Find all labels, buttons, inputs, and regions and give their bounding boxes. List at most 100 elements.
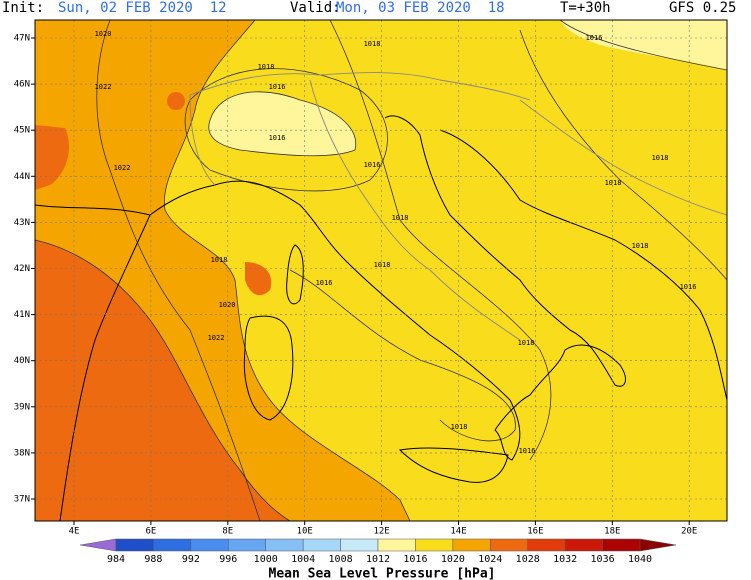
border-line bbox=[189, 94, 216, 186]
lon-label: 16E bbox=[527, 527, 543, 537]
valid-value: Mon, 03 FEB 2020 18 bbox=[336, 0, 505, 16]
colorbar-bin bbox=[153, 538, 192, 552]
contour-label: 1016 bbox=[364, 161, 381, 169]
contour-line bbox=[163, 20, 411, 521]
colorbar-label: 1004 bbox=[291, 554, 315, 565]
colorbar-label: 1012 bbox=[366, 554, 390, 565]
lat-label: 38N bbox=[14, 448, 30, 458]
contour-label: 1022 bbox=[114, 164, 131, 172]
colorbar-label: 1000 bbox=[254, 554, 278, 565]
colorbar-bin bbox=[340, 538, 379, 552]
coastline bbox=[35, 115, 626, 461]
colorbar-label: 1024 bbox=[478, 554, 502, 565]
lon-label: 12E bbox=[373, 527, 389, 537]
contour-label: 1016 bbox=[316, 279, 333, 287]
lat-label: 47N bbox=[14, 34, 30, 44]
colorbar-bin bbox=[452, 538, 491, 552]
colorbar-bin bbox=[377, 538, 416, 552]
colorbar-bin bbox=[302, 538, 341, 552]
colorbar-label: 984 bbox=[107, 554, 125, 565]
border-line bbox=[519, 99, 727, 216]
contour-label: 1020 bbox=[95, 30, 112, 38]
coastline bbox=[398, 447, 509, 483]
colorbar-bin bbox=[265, 538, 304, 552]
lon-label: 18E bbox=[604, 527, 620, 537]
coastline bbox=[243, 315, 294, 421]
contour-label: 1016 bbox=[269, 83, 286, 91]
coastlines bbox=[35, 115, 727, 521]
contour-labels: 1020 1022 1018 1016 1018 1016 1016 1018 1022 1016… bbox=[95, 30, 697, 455]
lat-label: 45N bbox=[14, 126, 30, 136]
field-1012-1016 bbox=[208, 91, 356, 156]
contour-line bbox=[519, 29, 727, 281]
contour-label: 1016 bbox=[680, 283, 697, 291]
field-1012-1016 bbox=[560, 20, 727, 70]
contour-line bbox=[96, 20, 261, 521]
colorbar: Mean Sea Level Pressure [hPa] 984 988 992 9… bbox=[79, 538, 677, 580]
graticule bbox=[35, 20, 727, 521]
colorbar-bin bbox=[564, 538, 603, 552]
colorbar-label: 1032 bbox=[553, 554, 577, 565]
lon-label: 14E bbox=[450, 527, 466, 537]
contour-label: 1018 bbox=[518, 339, 535, 347]
field-1024-1028 bbox=[35, 240, 290, 521]
coastline bbox=[286, 244, 304, 305]
lat-label: 44N bbox=[14, 172, 30, 182]
field-1024-1028 bbox=[245, 262, 272, 296]
init-value: Sun, 02 FEB 2020 12 bbox=[58, 0, 227, 16]
init-label: Init: bbox=[2, 0, 44, 16]
lon-label: 10E bbox=[297, 527, 313, 537]
contour-label: 1018 bbox=[605, 179, 622, 187]
contour-label: 1018 bbox=[451, 423, 468, 431]
contour-label: 1018 bbox=[374, 261, 391, 269]
colorbar-label: 996 bbox=[219, 554, 237, 565]
contour-label: 1016 bbox=[519, 447, 536, 455]
colorbar-label: 1008 bbox=[329, 554, 353, 565]
contour-label: 1016 bbox=[269, 134, 286, 142]
colorbar-label: 1036 bbox=[591, 554, 615, 565]
contour-label: 1018 bbox=[258, 63, 275, 71]
colorbar-bin bbox=[639, 538, 677, 552]
contour-label: 1018 bbox=[652, 154, 669, 162]
axis-labels: 47N 46N 45N 44N 43N 42N 41N 40N 39N 38N 37N 4E 6E 8E 1… bbox=[14, 34, 698, 537]
lat-label: 42N bbox=[14, 264, 30, 274]
contour-label: 1018 bbox=[364, 40, 381, 48]
contour-line bbox=[208, 91, 357, 157]
valid-label: Valid: bbox=[290, 0, 341, 16]
map-frame bbox=[34, 19, 728, 522]
colorbar-label: 1040 bbox=[628, 554, 652, 565]
contour-label: 1022 bbox=[208, 334, 225, 342]
contour-label: 1022 bbox=[95, 83, 112, 91]
field-1024-1028 bbox=[35, 125, 70, 190]
border-line bbox=[189, 72, 531, 101]
colorbar-title: Mean Sea Level Pressure [hPa] bbox=[269, 567, 496, 580]
contour-label: 1018 bbox=[211, 256, 228, 264]
contour-line bbox=[559, 20, 727, 71]
colorbar-bin bbox=[115, 538, 154, 552]
map: 1020 1022 1018 1016 1018 1016 1016 1018 1022 1016… bbox=[35, 20, 727, 521]
lon-label: 4E bbox=[69, 527, 80, 537]
border-line bbox=[309, 79, 521, 341]
colorbar-label: 1028 bbox=[516, 554, 540, 565]
colorbar-label: 1020 bbox=[441, 554, 465, 565]
lat-label: 40N bbox=[14, 356, 30, 366]
lat-label: 46N bbox=[14, 80, 30, 90]
lat-label: 39N bbox=[14, 402, 30, 412]
contour-label: 1018 bbox=[392, 214, 409, 222]
lead-time: T=+30h bbox=[560, 0, 611, 16]
field-1024-1028 bbox=[167, 92, 185, 110]
contour-line bbox=[329, 20, 552, 461]
lat-label: 41N bbox=[14, 310, 30, 320]
colorbar-bin bbox=[490, 538, 528, 552]
colorbar-bin bbox=[602, 538, 641, 552]
colorbar-label: 988 bbox=[144, 554, 162, 565]
header: Init: Sun, 02 FEB 2020 12 Valid: Mon, 03… bbox=[2, 0, 736, 16]
lon-label: 8E bbox=[222, 527, 233, 537]
lat-label: 37N bbox=[14, 495, 30, 505]
model-name: GFS 0.25 bbox=[669, 0, 736, 16]
colorbar-bin bbox=[190, 538, 229, 552]
colorbar-bin bbox=[228, 538, 266, 552]
lon-label: 20E bbox=[681, 527, 697, 537]
lat-label: 43N bbox=[14, 218, 30, 228]
